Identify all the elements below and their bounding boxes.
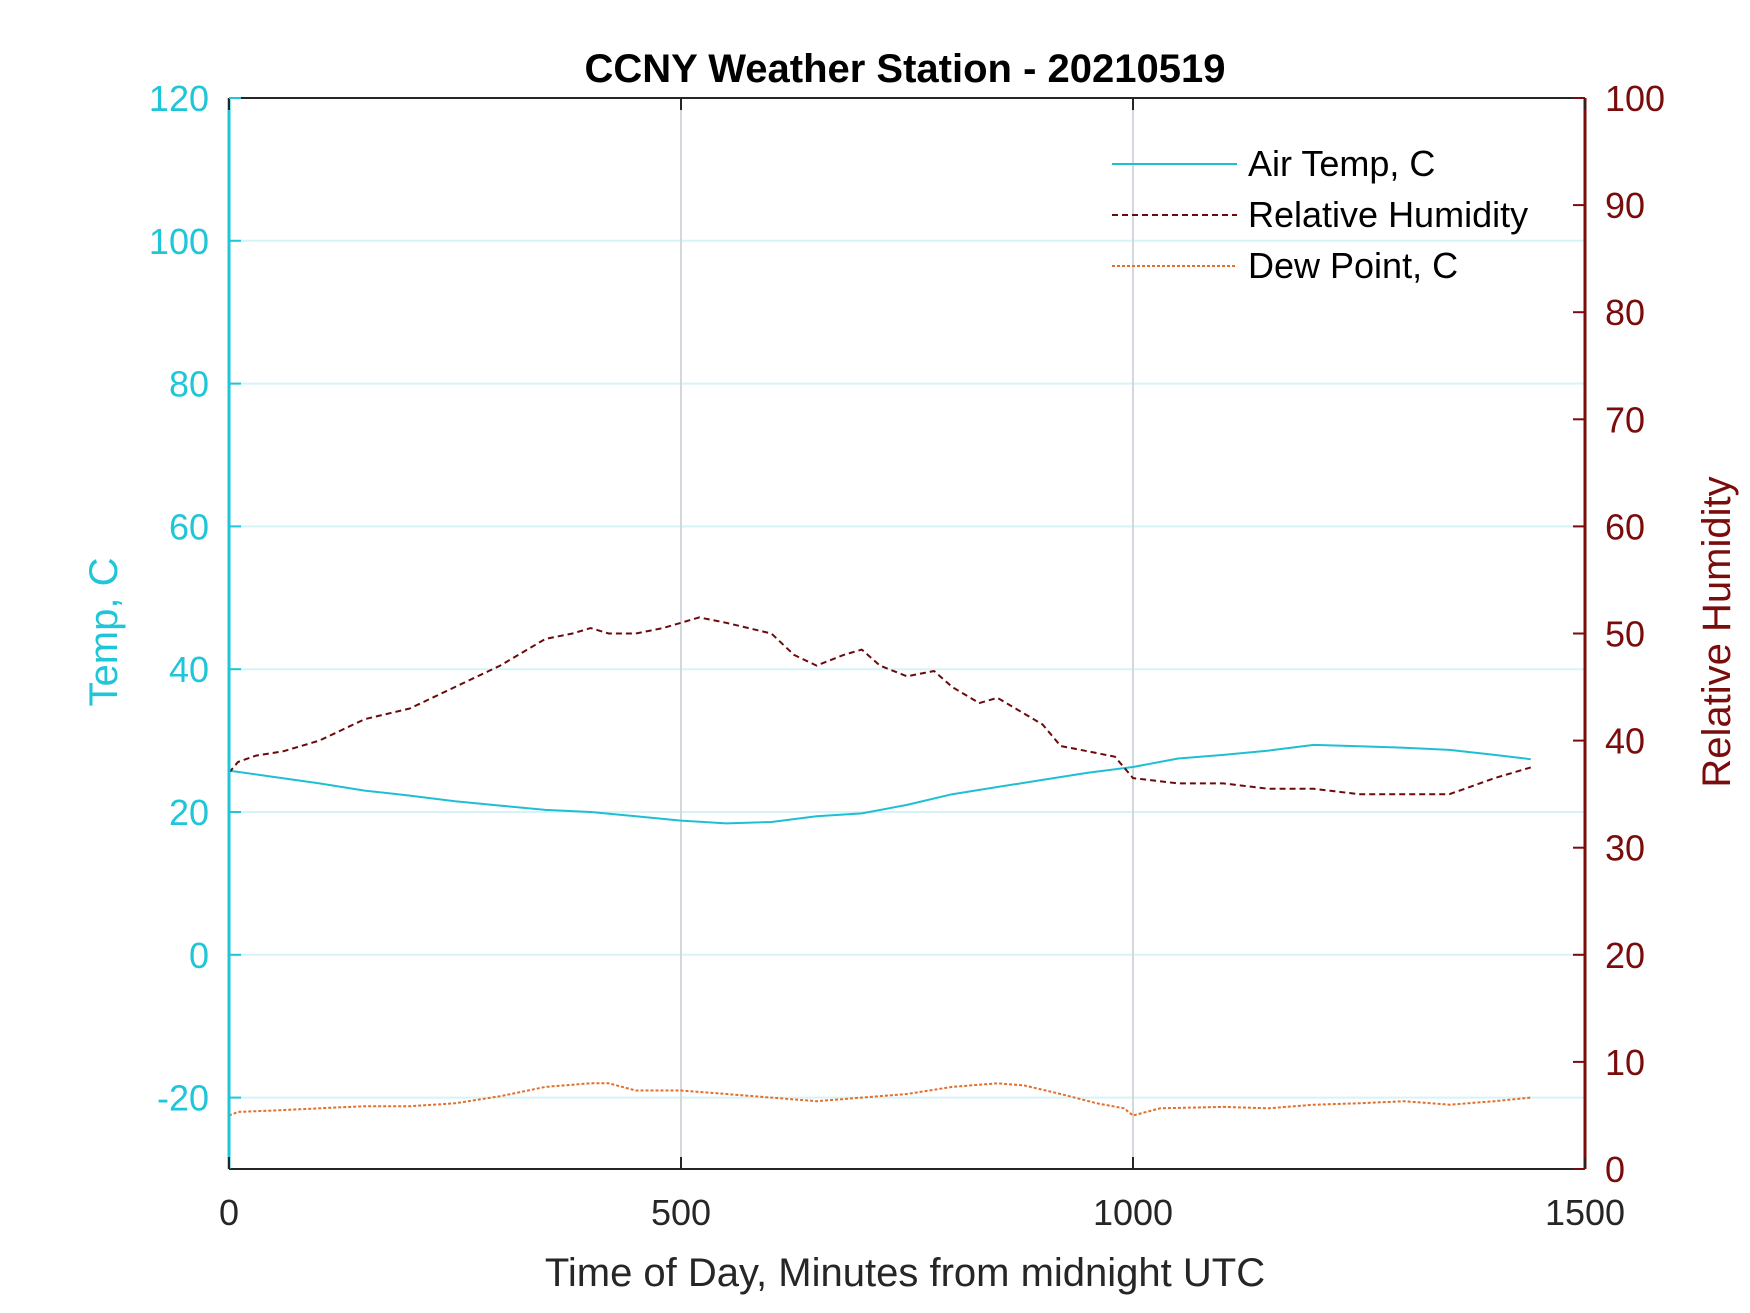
y-left-tick-label: 80 <box>169 364 209 405</box>
legend: Air Temp, C Relative Humidity Dew Point, C <box>1112 143 1528 286</box>
y-right-tick-label: 70 <box>1605 399 1645 440</box>
y-axis-label-left: Temp, C <box>82 558 126 707</box>
humidity-line <box>228 616 1532 796</box>
x-tick-label: 1000 <box>1093 1192 1173 1233</box>
y-right-tick-label: 50 <box>1605 614 1645 655</box>
legend-entry-humidity: Relative Humidity <box>1112 194 1528 235</box>
axes-layer: 0 500 1000 1500 -20 0 20 40 60 80 100 120 0 10 20 30 40 5… <box>149 78 1665 1233</box>
legend-entry-air-temp: Air Temp, C <box>1112 143 1435 184</box>
y-right-tick-label: 100 <box>1605 78 1665 119</box>
legend-entry-dew-point: Dew Point, C <box>1112 245 1458 286</box>
y-right-tick-label: 80 <box>1605 292 1645 333</box>
y-axis-label-right: Relative Humidity <box>1695 476 1739 787</box>
y-right-tick-label: 0 <box>1605 1149 1625 1190</box>
y-right-tick-label: 40 <box>1605 721 1645 762</box>
series-layer <box>228 616 1532 1117</box>
grid-layer <box>229 98 1585 1169</box>
y-left-tick-label: -20 <box>157 1078 209 1119</box>
legend-label: Relative Humidity <box>1248 194 1528 235</box>
x-tick-label: 1500 <box>1545 1192 1625 1233</box>
x-tick-label: 0 <box>219 1192 239 1233</box>
air-temp-line <box>228 743 1531 825</box>
y-left-tick-label: 20 <box>169 792 209 833</box>
legend-label: Air Temp, C <box>1248 143 1435 184</box>
y-left-tick-label: 120 <box>149 78 209 119</box>
y-right-tick-label: 20 <box>1605 935 1645 976</box>
legend-label: Dew Point, C <box>1248 245 1458 286</box>
y-left-tick-label: 100 <box>149 221 209 262</box>
y-left-tick-label: 60 <box>169 506 209 547</box>
chart-title: CCNY Weather Station - 20210519 <box>585 47 1226 91</box>
y-right-tick-label: 90 <box>1605 185 1645 226</box>
y-left-tick-label: 0 <box>189 935 209 976</box>
x-axis-label: Time of Day, Minutes from midnight UTC <box>545 1251 1265 1295</box>
x-tick-label: 500 <box>651 1192 711 1233</box>
y-right-tick-label: 10 <box>1605 1042 1645 1083</box>
y-right-tick-label: 30 <box>1605 828 1645 869</box>
y-left-tick-label: 40 <box>169 649 209 690</box>
y-right-tick-label: 60 <box>1605 506 1645 547</box>
